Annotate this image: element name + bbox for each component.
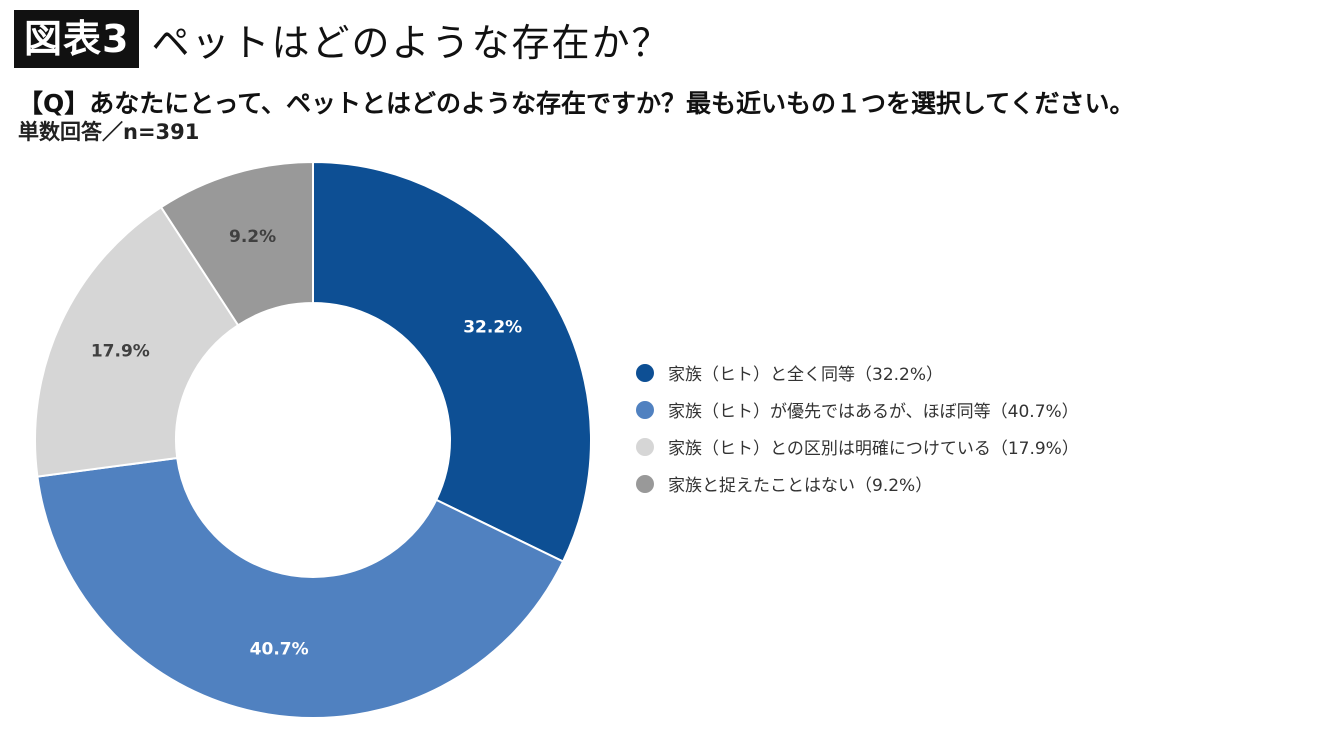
figure-header: 図表3 ペットはどのような存在か？ [14, 10, 671, 68]
figure-title: ペットはどのような存在か？ [151, 20, 672, 65]
legend-label: 家族（ヒト）との区別は明確につけている（17.9%） [668, 439, 1079, 459]
legend-item: 家族と捉えたことはない（9.2%） [636, 465, 1079, 502]
chart-legend: 家族（ヒト）と全く同等（32.2%） 家族（ヒト）が優先ではあるが、ほぼ同等（40… [636, 354, 1079, 502]
legend-swatch [636, 400, 654, 419]
figure-number-badge: 図表3 [14, 10, 140, 68]
donut-slice-clear-distinction [34, 205, 240, 478]
response-note: 単数回答／n=391 [18, 120, 200, 144]
donut-chart: 32.2% 40.7% 17.9% 9.2% [34, 160, 592, 719]
legend-swatch [636, 474, 654, 493]
legend-item: 家族（ヒト）と全く同等（32.2%） [636, 354, 1079, 391]
donut-slice-family-equal [312, 160, 592, 563]
slice-value-label: 32.2% [463, 318, 522, 338]
legend-swatch [636, 437, 654, 456]
donut-slice-family-priority [36, 456, 565, 719]
legend-item: 家族（ヒト）との区別は明確につけている（17.9%） [636, 428, 1079, 465]
slice-value-label: 17.9% [91, 342, 150, 362]
legend-item: 家族（ヒト）が優先ではあるが、ほぼ同等（40.7%） [636, 391, 1079, 428]
survey-question: 【Q】あなたにとって、ペットとはどのような存在ですか？最も近いもの１つを選択して… [18, 89, 1135, 118]
slice-value-label: 40.7% [250, 639, 309, 659]
legend-label: 家族（ヒト）が優先ではあるが、ほぼ同等（40.7%） [668, 402, 1079, 422]
legend-label: 家族（ヒト）と全く同等（32.2%） [668, 365, 944, 385]
legend-swatch [636, 363, 654, 382]
legend-label: 家族と捉えたことはない（9.2%） [668, 476, 933, 496]
donut-slice-not-family [159, 160, 314, 327]
slice-value-label: 9.2% [229, 227, 276, 247]
